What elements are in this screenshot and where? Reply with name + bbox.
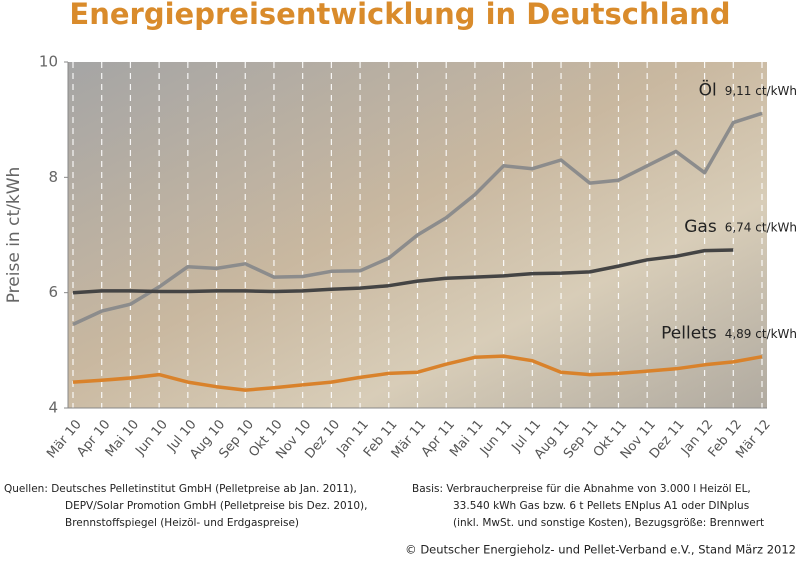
basis-text: (inkl. MwSt. und sonstige Kosten), Bezug… [453, 517, 764, 529]
basis-text: 33.540 kWh Gas bzw. 6 t Pellets ENplus A… [453, 500, 749, 512]
end-label: 6,74 ct/kWh [725, 220, 797, 234]
legend-label: Gas [684, 217, 717, 237]
end-label: 9,11 ct/kWh [725, 84, 797, 98]
y-tick-label: 4 [48, 399, 58, 417]
line-series [72, 111, 763, 326]
line-series [72, 354, 763, 392]
end-label: 4,89 ct/kWh [725, 327, 797, 341]
basis-text: Basis: Verbraucherpreise für die Abnahme… [412, 483, 751, 495]
y-tick-label: 8 [48, 168, 58, 186]
line-series [72, 248, 734, 295]
chart-title: Energiepreisentwicklung in Deutschland [69, 0, 730, 31]
legend-label: Öl [699, 78, 717, 100]
x-tick-label: Jun 11 [477, 417, 515, 459]
y-tick-label: 6 [48, 283, 58, 301]
source-text: Brennstoffspiegel (Heizöl- und Erdgaspre… [65, 517, 299, 529]
source-text: Quellen: Deutsches Pelletinstitut GmbH (… [4, 483, 357, 495]
source-text: DEPV/Solar Promotion GmbH (Pelletpreise … [65, 500, 368, 512]
copyright: © Deutscher Energieholz- und Pellet-Verb… [405, 543, 796, 557]
x-tick-label: Jun 10 [132, 417, 170, 459]
y-axis-label: Preise in ct/kWh [4, 167, 24, 304]
y-tick-label: 10 [39, 53, 58, 71]
legend-label: Pellets [661, 324, 717, 344]
